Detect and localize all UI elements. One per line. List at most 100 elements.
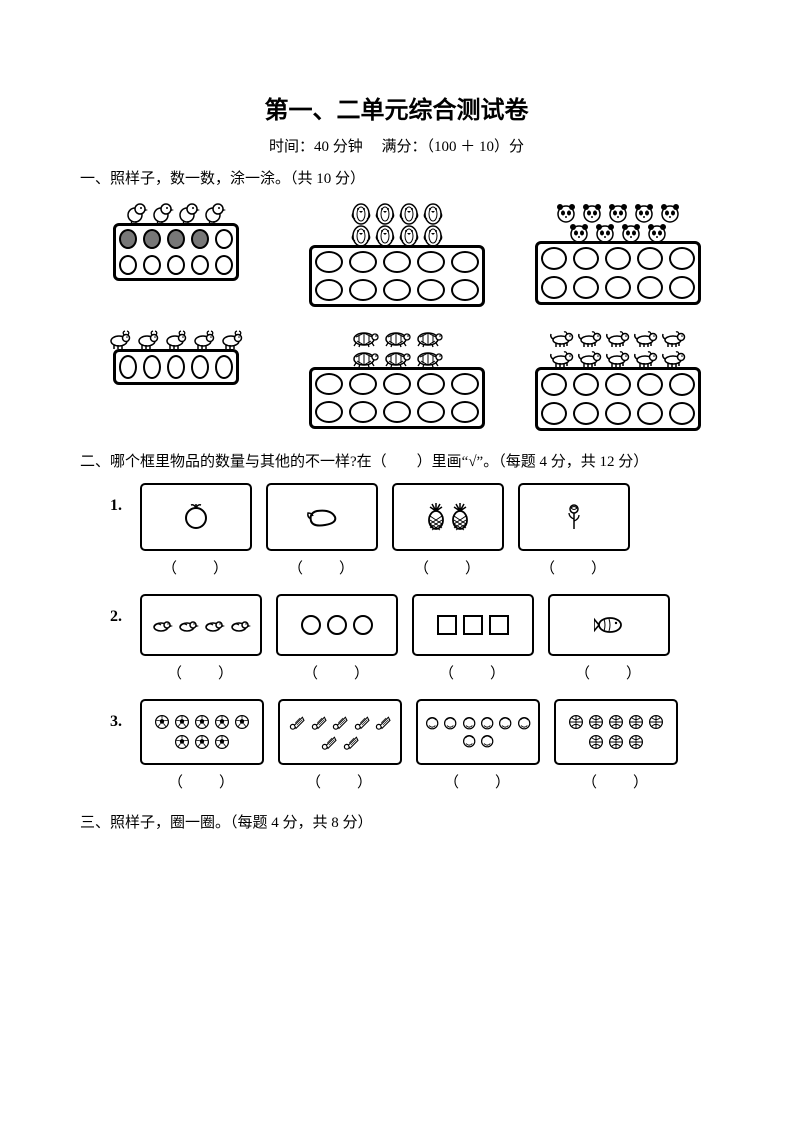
frame-dot (143, 355, 161, 379)
panda-icon (632, 201, 656, 223)
shuttle-icon (288, 714, 306, 730)
nut-icon (425, 716, 439, 730)
time-value: 40 分钟 (314, 139, 363, 155)
answer-paren[interactable]: （ ） (306, 771, 374, 792)
q2-box (140, 699, 264, 765)
q1-cell (306, 201, 487, 307)
square-shape-icon (462, 614, 484, 636)
q2-box (518, 483, 630, 551)
frame-dot (119, 229, 137, 249)
shuttle-icon (374, 714, 392, 730)
answer-paren[interactable]: （ ） (167, 662, 235, 683)
q2-item: （ ） (140, 699, 264, 792)
basketball-icon (608, 734, 624, 750)
frame-dot (669, 276, 695, 299)
answer-paren[interactable]: （ ） (303, 662, 371, 683)
frame-dot (605, 402, 631, 425)
circle-shape-icon (300, 614, 322, 636)
turtle-icon (350, 347, 380, 369)
soccer-icon (214, 714, 230, 730)
soccer-icon (174, 714, 190, 730)
panda-icon (658, 201, 682, 223)
penguin-icon (398, 201, 420, 225)
q2-item: （ ） (412, 594, 534, 683)
goat-icon (191, 327, 217, 351)
penguin-icon (350, 223, 372, 247)
dog-icon (633, 327, 659, 349)
q3-heading: 三、照样子，圈一圈。（每题 4 分，共 8 分） (80, 812, 713, 835)
frame-dot (167, 355, 185, 379)
dog-icon (605, 347, 631, 369)
answer-paren[interactable]: （ ） (582, 771, 650, 792)
turtle-icon (382, 327, 412, 349)
frame-dot (119, 255, 137, 275)
chick-icon (125, 201, 149, 225)
circle-shape-icon (352, 614, 374, 636)
q1-cell (85, 201, 266, 307)
panda-icon (580, 201, 604, 223)
frame-dot (119, 355, 137, 379)
turtle-icon (350, 327, 380, 349)
shuttle-icon (320, 734, 338, 750)
q2-box (392, 483, 504, 551)
animals-row (107, 327, 245, 351)
penguin-icon (422, 223, 444, 247)
animals-row (554, 201, 682, 223)
frame-dot (451, 251, 479, 273)
frame-dot (451, 279, 479, 301)
frame-dot (669, 373, 695, 396)
answer-paren[interactable]: （ ） (288, 557, 356, 578)
nut-icon (498, 716, 512, 730)
frame-dot (167, 229, 185, 249)
square-shape-icon (488, 614, 510, 636)
answer-paren[interactable]: （ ） (168, 771, 236, 792)
dog-icon (661, 327, 687, 349)
frame-dot (315, 373, 343, 395)
panda-icon (554, 201, 578, 223)
goat-icon (135, 327, 161, 351)
q1-cell (85, 327, 266, 431)
basketball-icon (648, 714, 664, 730)
q2-box (416, 699, 540, 765)
circle-shape-icon (326, 614, 348, 636)
frame-dot (417, 279, 445, 301)
frame-dot (215, 229, 233, 249)
shuttle-icon (353, 714, 371, 730)
q2-item: （ ） (392, 483, 504, 578)
frame-dot (383, 279, 411, 301)
animals-row (350, 327, 444, 349)
turtle-icon (414, 327, 444, 349)
q2-number: 1. (110, 497, 122, 515)
answer-paren[interactable]: （ ） (444, 771, 512, 792)
answer-paren[interactable]: （ ） (540, 557, 608, 578)
animals-row (350, 201, 444, 225)
q2-item: （ ） (276, 594, 398, 683)
fish-icon (594, 613, 624, 637)
dog-icon (577, 347, 603, 369)
penguin-icon (350, 201, 372, 225)
q2-box (276, 594, 398, 656)
goat-icon (163, 327, 189, 351)
bird-icon (229, 617, 251, 633)
answer-paren[interactable]: （ ） (575, 662, 643, 683)
q2-item: （ ） (140, 594, 262, 683)
frame-dot (541, 373, 567, 396)
shuttle-icon (342, 734, 360, 750)
dog-icon (633, 347, 659, 369)
panda-icon (645, 221, 669, 243)
q2-row: 1. （ ） （ ） （ ） （ ） (80, 483, 713, 578)
chick-icon (203, 201, 227, 225)
animals-row (350, 347, 444, 369)
frame-dot (349, 279, 377, 301)
answer-paren[interactable]: （ ） (439, 662, 507, 683)
penguin-icon (374, 201, 396, 225)
penguin-icon (374, 223, 396, 247)
q2-box (554, 699, 678, 765)
frame-dot (215, 255, 233, 275)
frame-dot (349, 251, 377, 273)
answer-paren[interactable]: （ ） (414, 557, 482, 578)
frame-dot (637, 402, 663, 425)
animals-row (549, 347, 687, 369)
q2-box (140, 483, 252, 551)
answer-paren[interactable]: （ ） (162, 557, 230, 578)
